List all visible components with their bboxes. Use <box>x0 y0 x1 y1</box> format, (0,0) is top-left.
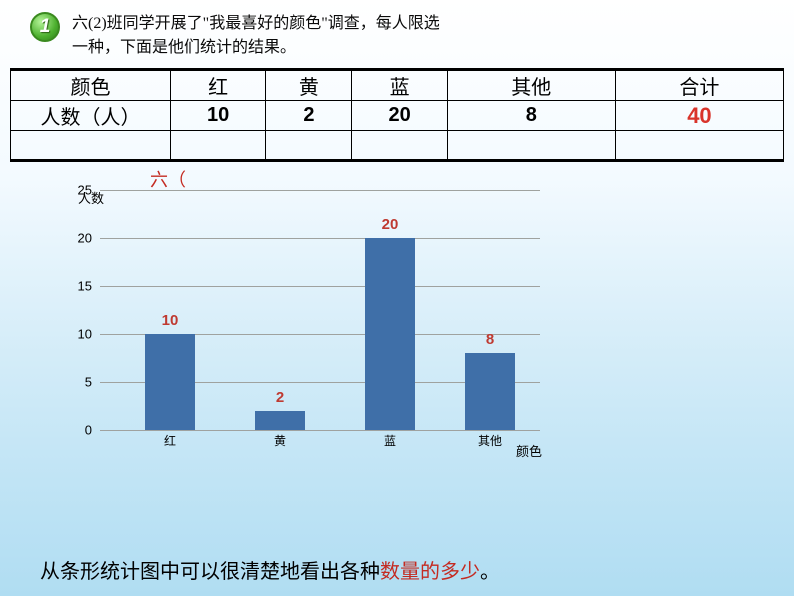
val-blue: 20 <box>352 101 447 131</box>
th-yellow: 黄 <box>266 70 352 101</box>
y-tick: 20 <box>78 231 92 246</box>
question-header: 1 六(2)班同学开展了"我最喜好的颜色"调查，每人限选 一种，下面是他们统计的… <box>0 0 794 68</box>
footer-highlight: 数量的多少 <box>380 561 480 583</box>
val-yellow: 2 <box>266 101 352 131</box>
empty-cell <box>11 131 171 161</box>
th-red: 红 <box>171 70 266 101</box>
gridline <box>100 238 540 239</box>
val-red: 10 <box>171 101 266 131</box>
row-label: 人数（人） <box>11 101 171 131</box>
bar-chart: 六（ 人数 051015202510红2黄20蓝8其他 颜色 <box>20 180 774 480</box>
y-tick: 5 <box>85 375 92 390</box>
bar: 2 <box>255 411 305 430</box>
x-tick: 黄 <box>274 432 286 449</box>
val-total: 40 <box>615 101 783 131</box>
empty-cell <box>352 131 447 161</box>
th-other: 其他 <box>447 70 615 101</box>
data-table: 颜色 红 黄 蓝 其他 合计 人数（人） 10 2 20 8 40 <box>10 68 784 162</box>
empty-cell <box>447 131 615 161</box>
val-other: 8 <box>447 101 615 131</box>
empty-cell <box>171 131 266 161</box>
bar: 10 <box>145 334 195 430</box>
x-axis-title: 颜色 <box>516 441 542 460</box>
x-tick: 其他 <box>478 432 502 449</box>
bar: 8 <box>465 353 515 430</box>
gridline <box>100 286 540 287</box>
footer-text: 从条形统计图中可以很清楚地看出各种数量的多少。 <box>40 555 500 584</box>
question-text: 六(2)班同学开展了"我最喜好的颜色"调查，每人限选 一种，下面是他们统计的结果… <box>72 12 440 60</box>
y-tick: 15 <box>78 279 92 294</box>
th-total: 合计 <box>615 70 783 101</box>
table-empty-row <box>11 131 784 161</box>
y-tick: 25 <box>78 183 92 198</box>
data-table-wrap: 颜色 红 黄 蓝 其他 合计 人数（人） 10 2 20 8 40 <box>0 68 794 162</box>
x-tick: 红 <box>164 432 176 449</box>
bar-value-label: 20 <box>365 216 415 233</box>
bar-value-label: 10 <box>145 312 195 329</box>
x-tick: 蓝 <box>384 432 396 449</box>
question-number-badge: 1 <box>30 12 60 42</box>
footer-pre: 从条形统计图中可以很清楚地看出各种 <box>40 561 380 583</box>
th-blue: 蓝 <box>352 70 447 101</box>
y-tick: 10 <box>78 327 92 342</box>
question-line-2: 一种，下面是他们统计的结果。 <box>72 39 296 56</box>
y-tick: 0 <box>85 423 92 438</box>
bar: 20 <box>365 238 415 430</box>
bar-value-label: 8 <box>465 331 515 348</box>
table-header-row: 颜色 红 黄 蓝 其他 合计 <box>11 70 784 101</box>
empty-cell <box>615 131 783 161</box>
footer-post: 。 <box>480 561 500 583</box>
question-line-1: 六(2)班同学开展了"我最喜好的颜色"调查，每人限选 <box>72 15 440 32</box>
th-color: 颜色 <box>11 70 171 101</box>
bar-value-label: 2 <box>255 389 305 406</box>
plot-area: 0 5 10 15 20 25 10 红 2 黄 20 蓝 8 其他 <box>70 180 540 460</box>
table-value-row: 人数（人） 10 2 20 8 40 <box>11 101 784 131</box>
empty-cell <box>266 131 352 161</box>
gridline <box>100 190 540 191</box>
gridline <box>100 430 540 431</box>
